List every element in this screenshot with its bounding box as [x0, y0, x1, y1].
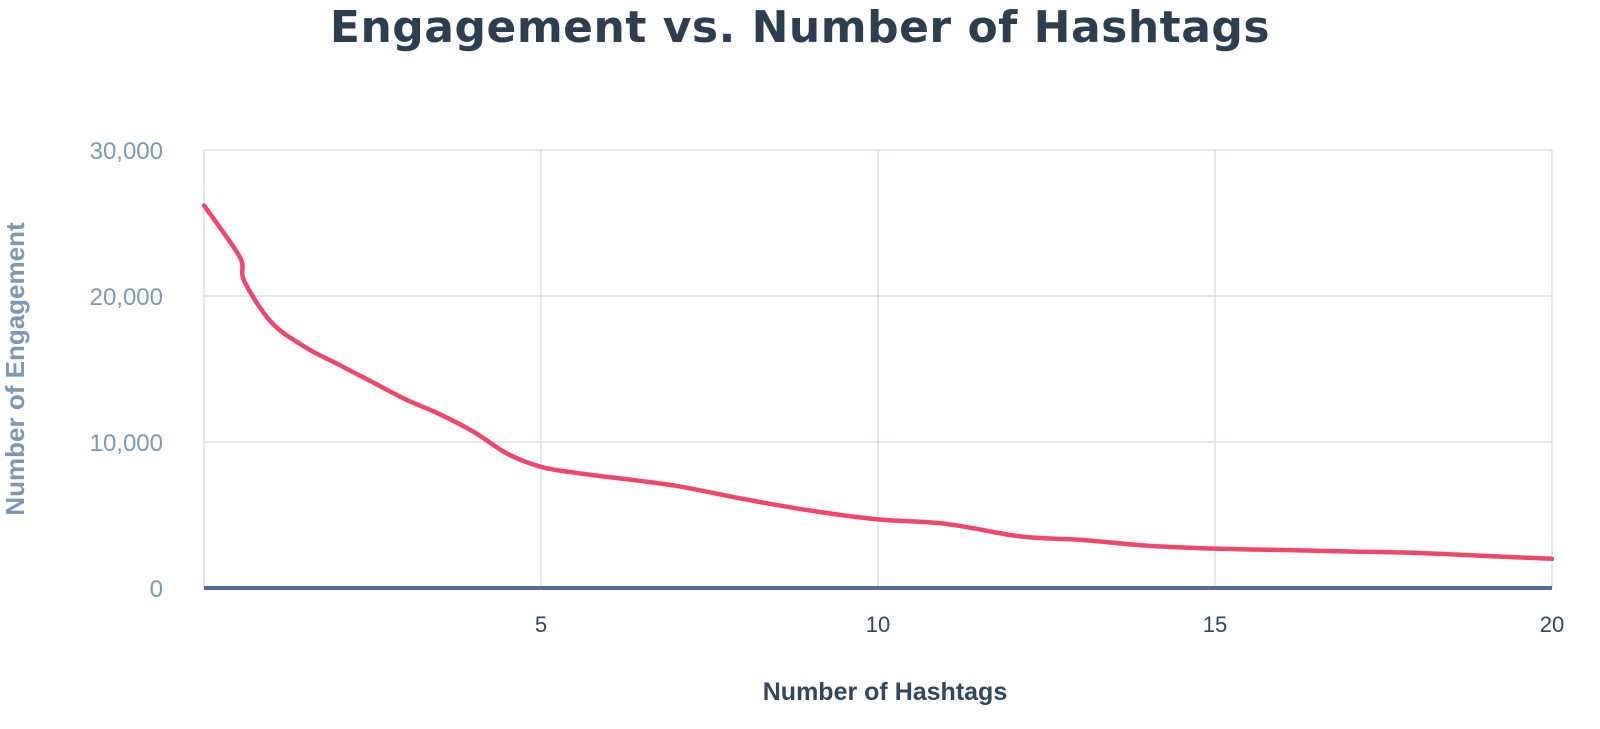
y-tick-label: 0 [150, 576, 163, 603]
x-axis-title: Number of Hashtags [763, 678, 1007, 706]
x-tick-label: 5 [535, 612, 547, 637]
series-line [201, 203, 1555, 562]
y-tick-label: 10,000 [90, 430, 163, 457]
x-tick-label: 15 [1203, 612, 1227, 637]
chart-title: Engagement vs. Number of Hashtags [329, 2, 1271, 53]
y-tick-label: 20,000 [90, 284, 163, 311]
grid-layer [203, 149, 1553, 588]
x-tick-label: 10 [866, 612, 890, 637]
y-axis-title: Number of Engagement [0, 222, 30, 516]
y-tick-label: 30,000 [90, 138, 163, 165]
series-layer [201, 203, 1555, 562]
x-tick-label: 20 [1540, 612, 1564, 637]
label-layer: 0 10,000 20,000 30,000 5 10 15 20 [90, 138, 1565, 637]
